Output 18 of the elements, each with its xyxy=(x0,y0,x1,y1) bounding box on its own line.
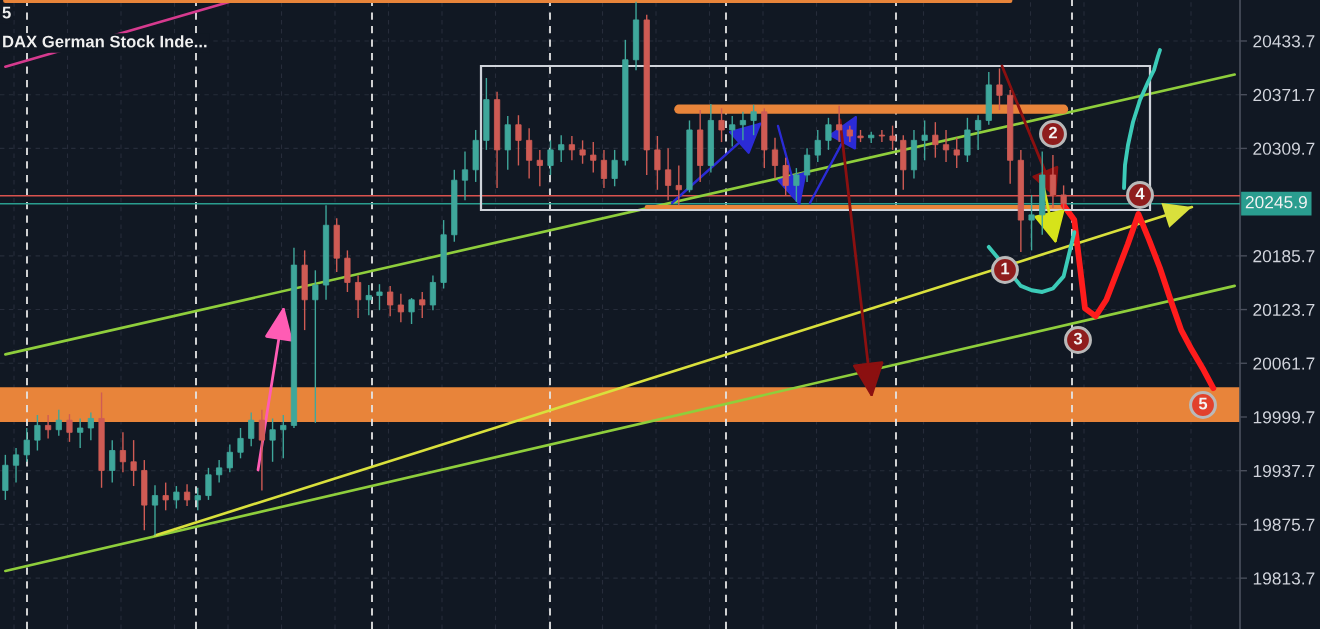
y-tick-label: 20433.7 xyxy=(1253,35,1315,48)
annotation: 5 xyxy=(2,6,11,19)
y-tick-label: 19937.7 xyxy=(1253,464,1315,478)
text: DAX German Stock Inde... xyxy=(3,35,207,48)
annotation: 1 xyxy=(1001,262,1010,275)
y-tick-label: 19813.7 xyxy=(1253,572,1315,585)
annotation: 3 xyxy=(1073,332,1083,345)
y-tick-label: 19875.7 xyxy=(1253,518,1315,531)
ref-line-label: 20245.9 xyxy=(1245,196,1307,209)
annotation: 4 xyxy=(1135,187,1145,200)
y-tick-label: 19999.7 xyxy=(1253,411,1315,424)
y-tick-label: 20061.7 xyxy=(1253,357,1315,370)
y-tick-label: 20123.7 xyxy=(1253,303,1315,317)
y-tick-label: 20309.7 xyxy=(1253,142,1315,155)
text: 5 xyxy=(1198,397,1208,410)
y-tick-label: 20185.7 xyxy=(1253,250,1315,263)
y-tick-label: 20371.7 xyxy=(1253,88,1315,102)
annotation: 2 xyxy=(1048,126,1057,139)
